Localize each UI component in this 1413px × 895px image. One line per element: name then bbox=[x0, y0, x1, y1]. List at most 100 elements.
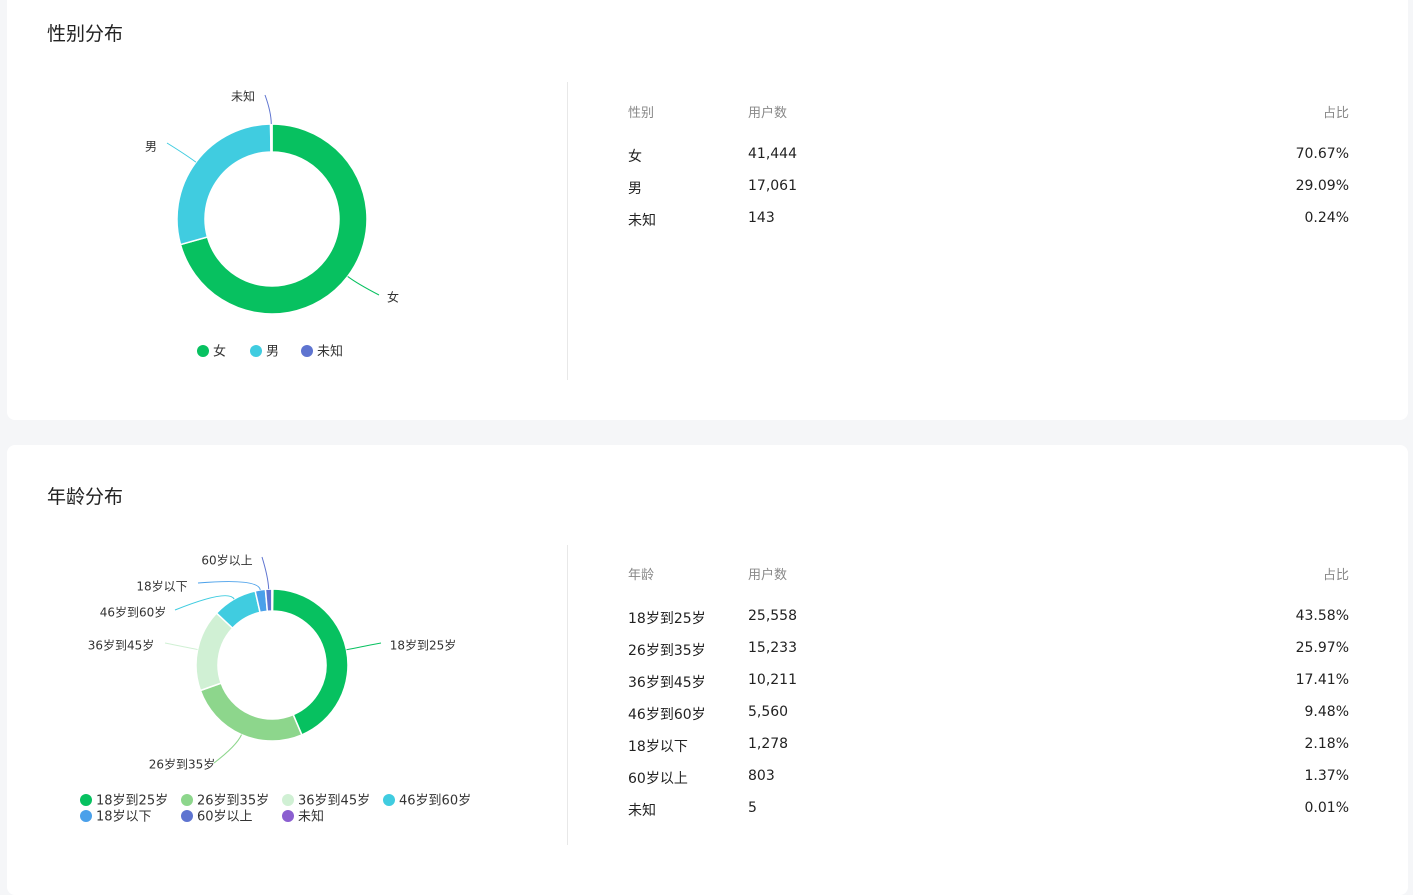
table-cell: 18岁以下 bbox=[628, 739, 688, 755]
table-cell: 25.97% bbox=[1295, 640, 1349, 656]
label-line bbox=[174, 595, 235, 611]
table-cell: 男 bbox=[628, 181, 642, 197]
slice-label: 36岁到45岁 bbox=[88, 638, 155, 653]
gender-card: 性别分布 性别 用户数 占比女 41,444 70.67% 男 17,061 29.09% 未知… bbox=[7, 0, 1408, 420]
table-cell: 0.01% bbox=[1304, 800, 1349, 816]
label-line bbox=[166, 142, 197, 163]
gender-table: 性别 用户数 占比女 41,444 70.67% 男 17,061 29.09% 未知 143 0.… bbox=[628, 102, 1349, 242]
label-line bbox=[213, 734, 242, 764]
pie-slice[interactable] bbox=[199, 682, 303, 742]
slice-label: 女 bbox=[387, 290, 399, 305]
table-header: 年龄 用户数 占比 bbox=[628, 564, 1349, 608]
legend-marker[interactable] bbox=[197, 345, 209, 357]
table-cell: 10,211 bbox=[748, 672, 797, 688]
table-cell: 17,061 bbox=[748, 178, 797, 194]
pie-slice[interactable] bbox=[176, 123, 272, 246]
age-card: 年龄分布 年龄 用户数 占比 18岁到25岁 25,558 43.58% 26岁到35岁 15… bbox=[7, 445, 1408, 895]
legend-marker[interactable] bbox=[282, 810, 294, 822]
slice-label: 男 bbox=[145, 140, 157, 154]
table-cell: 17.41% bbox=[1295, 672, 1349, 688]
pie-slice[interactable] bbox=[269, 123, 273, 153]
table-cell: 60岁以上 bbox=[628, 771, 688, 787]
table-cell: 0.24% bbox=[1304, 210, 1349, 226]
age-table: 年龄 用户数 占比 18岁到25岁 25,558 43.58% 26岁到35岁 15,233 2… bbox=[628, 564, 1349, 832]
age-title: 年龄分布 bbox=[47, 486, 124, 508]
table-cell: 未知 bbox=[628, 213, 656, 229]
column-header: 占比 bbox=[1322, 568, 1349, 583]
table-row: 未知 5 0.01% bbox=[628, 800, 1349, 832]
label-line bbox=[261, 556, 270, 590]
table-cell: 70.67% bbox=[1295, 146, 1349, 162]
legend-label[interactable]: 18岁到25岁 bbox=[96, 794, 168, 809]
table-cell: 1,278 bbox=[748, 736, 789, 752]
table-row: 18岁到25岁 25,558 43.58% bbox=[628, 608, 1349, 640]
table-cell: 未知 bbox=[628, 803, 656, 819]
legend-label[interactable]: 未知 bbox=[298, 809, 324, 825]
table-cell: 43.58% bbox=[1295, 608, 1349, 624]
table-cell: 女 bbox=[628, 149, 642, 165]
slice-label: 26岁到35岁 bbox=[149, 757, 216, 772]
table-cell: 15,233 bbox=[748, 640, 797, 656]
legend-marker[interactable] bbox=[383, 794, 395, 806]
pie-slice[interactable] bbox=[195, 612, 234, 692]
legend-label[interactable]: 未知 bbox=[317, 344, 343, 360]
legend-marker[interactable] bbox=[181, 810, 193, 822]
table-cell: 5,560 bbox=[748, 704, 789, 720]
slice-label: 18岁到25岁 bbox=[390, 638, 457, 653]
legend-marker[interactable] bbox=[250, 345, 262, 357]
divider bbox=[567, 545, 568, 845]
legend-marker[interactable] bbox=[181, 794, 193, 806]
table-row: 46岁到60岁 5,560 9.48% bbox=[628, 704, 1349, 736]
slice-label: 60岁以上 bbox=[201, 553, 252, 568]
table-row: 60岁以上 803 1.37% bbox=[628, 768, 1349, 800]
label-line bbox=[164, 642, 198, 651]
column-header: 用户数 bbox=[748, 106, 788, 121]
legend-marker[interactable] bbox=[282, 794, 294, 806]
table-cell: 36岁到45岁 bbox=[628, 675, 706, 691]
table-row: 男 17,061 29.09% bbox=[628, 178, 1349, 210]
table-cell: 5 bbox=[748, 800, 757, 816]
slice-label: 46岁到60岁 bbox=[100, 605, 167, 620]
legend-label[interactable]: 60岁以上 bbox=[197, 810, 253, 825]
legend-label[interactable]: 36岁到45岁 bbox=[298, 794, 370, 809]
table-cell: 1.37% bbox=[1304, 768, 1349, 784]
table-cell: 46岁到60岁 bbox=[628, 707, 706, 723]
table-cell: 803 bbox=[748, 768, 775, 784]
label-line bbox=[347, 276, 380, 296]
legend-label[interactable]: 46岁到60岁 bbox=[399, 794, 471, 809]
column-header: 用户数 bbox=[748, 568, 788, 583]
table-row: 女 41,444 70.67% bbox=[628, 146, 1349, 178]
slice-label: 未知 bbox=[231, 90, 255, 104]
table-cell: 2.18% bbox=[1304, 736, 1349, 752]
table-cell: 25,558 bbox=[748, 608, 797, 624]
pie-slice[interactable] bbox=[271, 588, 349, 736]
column-header: 占比 bbox=[1322, 106, 1349, 121]
legend-label[interactable]: 26岁到35岁 bbox=[197, 794, 269, 809]
table-header: 性别 用户数 占比 bbox=[628, 102, 1349, 146]
table-cell: 26岁到35岁 bbox=[628, 643, 706, 659]
legend-label[interactable]: 18岁以下 bbox=[96, 810, 152, 825]
pie-slice[interactable] bbox=[271, 588, 274, 612]
table-cell: 18岁到25岁 bbox=[628, 611, 706, 627]
pie-slice[interactable] bbox=[179, 123, 368, 315]
table-cell: 41,444 bbox=[748, 146, 797, 162]
legend-marker[interactable] bbox=[80, 810, 92, 822]
table-row: 未知 143 0.24% bbox=[628, 210, 1349, 242]
legend-marker[interactable] bbox=[80, 794, 92, 806]
column-header: 性别 bbox=[628, 106, 655, 121]
legend-label[interactable]: 女 bbox=[213, 344, 226, 360]
table-row: 36岁到45岁 10,211 17.41% bbox=[628, 672, 1349, 704]
pie-slice[interactable] bbox=[264, 588, 273, 613]
label-line bbox=[264, 94, 272, 125]
legend-label[interactable]: 男 bbox=[266, 345, 279, 360]
slice-label: 18岁以下 bbox=[136, 579, 187, 594]
column-header: 年龄 bbox=[628, 568, 655, 583]
legend-marker[interactable] bbox=[301, 345, 313, 357]
table-cell: 143 bbox=[748, 210, 775, 226]
label-line bbox=[346, 642, 382, 651]
table-cell: 29.09% bbox=[1295, 178, 1349, 194]
table-cell: 9.48% bbox=[1304, 704, 1349, 720]
table-row: 26岁到35岁 15,233 25.97% bbox=[628, 640, 1349, 672]
divider bbox=[567, 82, 568, 380]
